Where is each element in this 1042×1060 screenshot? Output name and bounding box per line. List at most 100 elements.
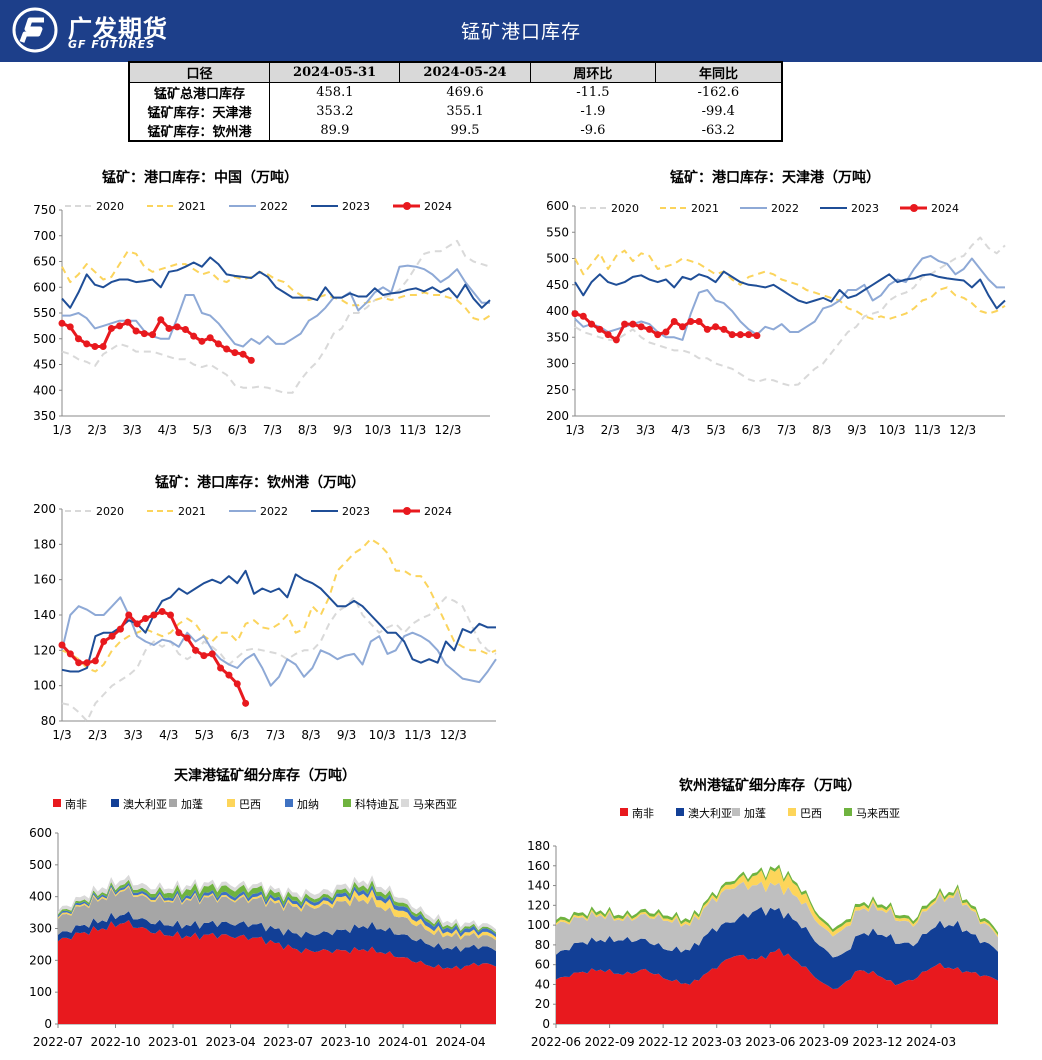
y-tick-label: 20 bbox=[535, 997, 550, 1011]
data-point-2024 bbox=[149, 331, 157, 339]
y-tick-label: 400 bbox=[33, 383, 56, 397]
data-point-2024 bbox=[712, 323, 720, 331]
y-tick-label: 250 bbox=[546, 383, 569, 397]
table-cell: -162.6 bbox=[697, 85, 740, 100]
data-point-2024 bbox=[198, 337, 206, 345]
logo-chinese-name: 广发期货 bbox=[68, 15, 168, 43]
x-tick-label: 6/3 bbox=[230, 728, 249, 742]
data-point-2024 bbox=[206, 334, 214, 342]
data-point-2024 bbox=[753, 332, 761, 340]
y-tick-label: 450 bbox=[546, 278, 569, 292]
chart-tianjin-port-inventory: 锰矿：港口库存：天津港（万吨） 200 250 300 350 400 450 500 550 6… bbox=[515, 160, 1025, 450]
x-tick-label: 2023-12 bbox=[852, 1035, 902, 1049]
header-cell: 口径 bbox=[128, 62, 270, 83]
x-tick-label: 1/3 bbox=[52, 423, 71, 437]
area-band-科特迪瓦 bbox=[58, 879, 496, 934]
y-tick-label: 300 bbox=[546, 357, 569, 371]
data-point-2024 bbox=[58, 319, 66, 327]
area-band-马来西亚 bbox=[58, 874, 496, 933]
x-tick-label: 11/3 bbox=[914, 423, 941, 437]
x-tick-label: 10/3 bbox=[364, 423, 391, 437]
data-point-2024 bbox=[66, 323, 74, 331]
row-label: 锰矿库存：钦州港 bbox=[129, 121, 270, 141]
x-tick-label: 12/3 bbox=[949, 423, 976, 437]
series-line-2023 bbox=[61, 256, 491, 309]
header-cell: 2024-05-31 bbox=[268, 62, 401, 83]
area-band-澳大利亚 bbox=[58, 911, 496, 970]
legend-swatch-马来西亚 bbox=[844, 808, 852, 816]
legend-label-南非: 南非 bbox=[632, 807, 654, 820]
data-point-2024 bbox=[728, 331, 736, 339]
legend-label-2024: 2024 bbox=[424, 200, 452, 213]
legend-label-加蓬: 加蓬 bbox=[744, 807, 766, 820]
x-tick-label: 2023-04 bbox=[205, 1035, 255, 1049]
y-tick-label: 700 bbox=[33, 229, 56, 243]
y-tick-label: 180 bbox=[527, 839, 550, 853]
row-label: 锰矿总港口库存 bbox=[129, 82, 270, 102]
legend-label-2024: 2024 bbox=[931, 202, 959, 215]
series-line-2021 bbox=[574, 249, 1006, 320]
y-tick-label: 120 bbox=[527, 898, 550, 912]
legend-swatch-马来西亚 bbox=[401, 799, 409, 807]
chart-title: 锰矿：港口库存：天津港（万吨） bbox=[670, 169, 880, 186]
area-band-加纳 bbox=[58, 882, 496, 938]
series-line-2020 bbox=[61, 239, 491, 394]
data-point-2024 bbox=[629, 320, 637, 328]
chart-tianjin-origin-breakdown: 天津港锰矿细分库存（万吨） 0 100 200 300 400 500 600 南非 澳大利亚 加蓬… bbox=[0, 760, 510, 1060]
legend-label-澳大利亚: 澳大利亚 bbox=[688, 806, 732, 820]
data-point-2024 bbox=[116, 322, 124, 330]
x-tick-label: 7/3 bbox=[263, 423, 282, 437]
x-tick-label: 2/3 bbox=[87, 423, 106, 437]
legend-label-2022: 2022 bbox=[771, 202, 799, 215]
series-line-2020 bbox=[61, 596, 497, 722]
x-tick-label: 4/3 bbox=[159, 728, 178, 742]
y-tick-label: 100 bbox=[527, 918, 550, 932]
series-line-2022 bbox=[574, 254, 1005, 341]
data-point-2024 bbox=[612, 336, 620, 344]
legend-swatch-澳大利亚 bbox=[676, 808, 684, 816]
data-point-2024 bbox=[125, 611, 133, 619]
legend-label-马来西亚: 马来西亚 bbox=[413, 798, 457, 811]
data-point-2024 bbox=[242, 699, 250, 707]
y-tick-label: 650 bbox=[33, 255, 56, 269]
series-line-2021 bbox=[61, 250, 491, 322]
y-tick-label: 600 bbox=[546, 199, 569, 213]
x-tick-label: 2023-07 bbox=[263, 1035, 313, 1049]
x-tick-label: 5/3 bbox=[193, 423, 212, 437]
data-point-2024 bbox=[670, 318, 678, 325]
x-tick-label: 9/3 bbox=[333, 423, 352, 437]
legend-label-2024: 2024 bbox=[424, 505, 452, 518]
data-point-2024 bbox=[239, 350, 247, 358]
chart-qinzhou-port-inventory: 锰矿：港口库存：钦州港（万吨） 80 100 120 140 160 180 200 2020 2… bbox=[0, 465, 510, 755]
chart-title: 天津港锰矿细分库存（万吨） bbox=[174, 767, 356, 784]
data-point-2024 bbox=[208, 650, 216, 658]
data-point-2024 bbox=[58, 641, 66, 649]
series-line-2024 bbox=[61, 318, 253, 362]
data-point-2024 bbox=[217, 664, 225, 672]
china-svg: 锰矿：港口库存：中国（万吨） 350 400 450 500 550 600 650 700 75… bbox=[33, 169, 491, 437]
data-point-2024 bbox=[225, 671, 233, 679]
data-point-2024 bbox=[140, 330, 148, 338]
legend-swatch-科特迪瓦 bbox=[343, 799, 351, 807]
area-band-澳大利亚 bbox=[556, 906, 998, 989]
data-point-2024 bbox=[183, 634, 191, 642]
data-point-2024 bbox=[133, 620, 141, 628]
table-cell: -9.6 bbox=[580, 123, 606, 138]
legend-marker-2024 bbox=[403, 507, 411, 515]
legend-label-澳大利亚: 澳大利亚 bbox=[123, 797, 167, 811]
x-tick-label: 1/3 bbox=[565, 423, 584, 437]
header-cell: 2024-05-24 bbox=[399, 62, 531, 83]
y-tick-label: 200 bbox=[33, 502, 56, 516]
x-tick-label: 2022-10 bbox=[90, 1035, 140, 1049]
y-tick-label: 550 bbox=[33, 306, 56, 320]
x-tick-label: 6/3 bbox=[742, 423, 761, 437]
data-point-2024 bbox=[637, 323, 645, 331]
y-tick-label: 400 bbox=[29, 890, 52, 904]
x-tick-label: 2023-01 bbox=[148, 1035, 198, 1049]
data-point-2024 bbox=[66, 650, 74, 658]
y-tick-label: 450 bbox=[33, 358, 56, 372]
data-point-2024 bbox=[247, 356, 255, 364]
table-cell: -1.9 bbox=[580, 104, 606, 119]
x-tick-label: 3/3 bbox=[636, 423, 655, 437]
chart-qinzhou-origin-breakdown: 钦州港锰矿细分库存（万吨） 0 20 40 60 80 100 120 140 160 180 南非 澳… bbox=[520, 760, 1020, 1060]
